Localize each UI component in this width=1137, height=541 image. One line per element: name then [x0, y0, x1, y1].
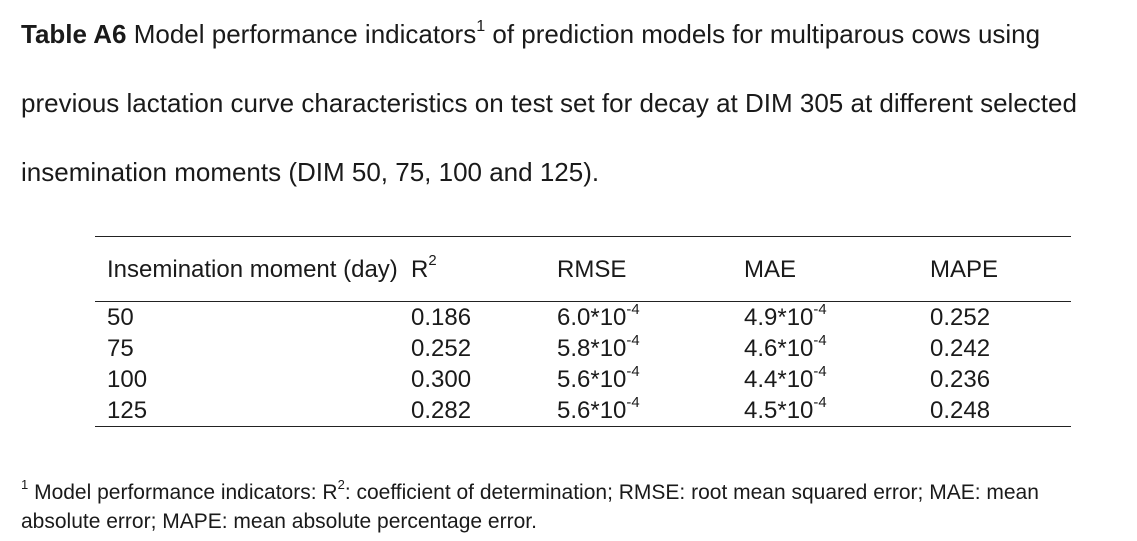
- cell-mape: 0.236: [930, 366, 991, 393]
- header-mae: MAE: [744, 255, 797, 283]
- cell-mae-exp: -4: [813, 301, 827, 318]
- cell-rmse-exp: -4: [626, 363, 640, 380]
- cell-rmse-base: 5.6*10: [557, 366, 627, 393]
- cell-rmse: 5.6*10-4: [545, 395, 732, 427]
- cell-mae: 4.9*10-4: [732, 302, 918, 334]
- cell-moment: 100: [107, 366, 148, 393]
- cell-mae-base: 4.6*10: [744, 335, 814, 362]
- cell-r2: 0.282: [411, 397, 472, 424]
- table-row: 100 0.300 5.6*10-4 4.4*10-4 0.236: [95, 364, 1071, 395]
- footnote-text-part1: Model performance indicators: R: [28, 481, 338, 504]
- header-rmse: RMSE: [557, 255, 627, 283]
- caption-text-part2: of prediction models for multiparous cow…: [21, 19, 1077, 187]
- table-footnote: 1 Model performance indicators: R2: coef…: [21, 478, 1121, 536]
- cell-rmse-exp: -4: [626, 301, 640, 318]
- cell-rmse: 5.8*10-4: [545, 333, 732, 364]
- cell-rmse-exp: -4: [626, 394, 640, 411]
- cell-rmse-base: 5.8*10: [557, 335, 627, 362]
- cell-mae: 4.5*10-4: [732, 395, 918, 427]
- header-r2-sup: 2: [428, 253, 437, 270]
- cell-mae-exp: -4: [813, 394, 827, 411]
- cell-rmse-exp: -4: [626, 332, 640, 349]
- table-label: Table A6: [21, 19, 127, 49]
- cell-rmse: 6.0*10-4: [545, 302, 732, 334]
- cell-rmse-base: 5.6*10: [557, 397, 627, 424]
- cell-moment: 75: [107, 335, 134, 362]
- cell-rmse-base: 6.0*10: [557, 304, 627, 331]
- caption-footnote-ref: 1: [476, 16, 486, 35]
- caption-text-part1: Model performance indicators: [126, 19, 477, 49]
- cell-mape: 0.242: [930, 335, 991, 362]
- table-row: 50 0.186 6.0*10-4 4.9*10-4 0.252: [95, 302, 1071, 334]
- footnote-r2-sup: 2: [337, 477, 345, 493]
- cell-r2: 0.186: [411, 304, 472, 331]
- table-row: 125 0.282 5.6*10-4 4.5*10-4 0.248: [95, 395, 1071, 427]
- cell-r2: 0.300: [411, 366, 472, 393]
- cell-mape: 0.248: [930, 397, 991, 424]
- cell-mae-exp: -4: [813, 363, 827, 380]
- header-mape: MAPE: [930, 255, 999, 283]
- footnote-marker: 1: [21, 477, 29, 493]
- cell-mae: 4.6*10-4: [732, 333, 918, 364]
- cell-rmse: 5.6*10-4: [545, 364, 732, 395]
- header-insemination-moment: Insemination moment (day): [107, 255, 398, 283]
- performance-table: Insemination moment (day) R2 RMSE MAE MA…: [95, 236, 1071, 427]
- table-caption: Table A6 Model performance indicators1 o…: [21, 0, 1121, 207]
- cell-moment: 125: [107, 397, 148, 424]
- header-r2: R2: [399, 237, 545, 302]
- table-header-row: Insemination moment (day) R2 RMSE MAE MA…: [95, 236, 1071, 302]
- cell-mae-base: 4.5*10: [744, 397, 814, 424]
- table-row: 75 0.252 5.8*10-4 4.6*10-4 0.242: [95, 333, 1071, 364]
- cell-mae-exp: -4: [813, 332, 827, 349]
- footnote-text-part2: : coefficient of determination; RMSE: ro…: [21, 481, 1039, 533]
- cell-r2: 0.252: [411, 335, 472, 362]
- cell-mape: 0.252: [930, 304, 991, 331]
- cell-mae-base: 4.4*10: [744, 366, 814, 393]
- cell-mae: 4.4*10-4: [732, 364, 918, 395]
- cell-mae-base: 4.9*10: [744, 304, 814, 331]
- cell-moment: 50: [107, 304, 134, 331]
- header-r2-base: R: [411, 255, 429, 283]
